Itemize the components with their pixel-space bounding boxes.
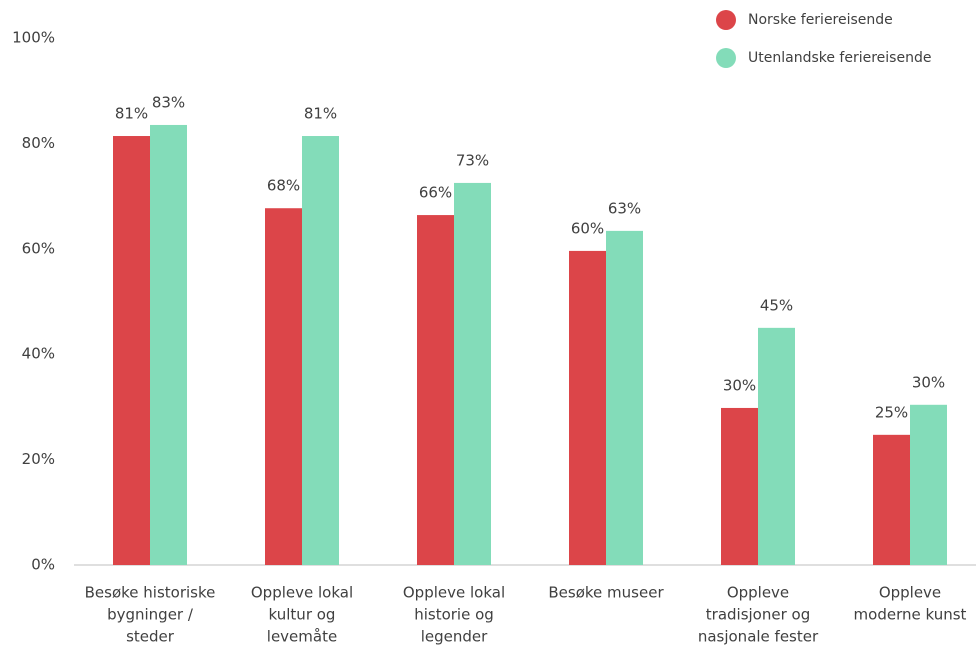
data-label: 81% [115,105,148,123]
legend-label: Utenlandske feriereisende [748,50,931,66]
y-tick-label: 60% [22,239,55,257]
bar [721,407,758,565]
data-label: 66% [419,184,452,202]
bar [910,404,947,565]
x-tick-label: tradisjoner og [706,606,810,624]
y-tick-label: 0% [31,556,55,574]
x-tick-label: levemåte [267,628,337,646]
x-tick-label: moderne kunst [854,606,967,624]
x-tick-label: historie og [414,606,494,624]
data-label: 25% [875,403,908,421]
x-tick-label: kultur og [269,606,336,624]
x-tick-label: bygninger / [107,606,194,624]
data-label: 68% [267,177,300,195]
data-label: 45% [760,296,793,314]
legend-label: Norske feriereisende [748,12,893,28]
bar [873,434,910,565]
y-tick-label: 80% [22,134,55,152]
bar [606,230,643,565]
y-tick-label: 100% [12,29,55,47]
data-label: 73% [456,151,489,169]
bar [150,124,187,565]
y-tick-label: 40% [22,345,55,363]
bar [113,136,150,565]
y-tick-label: 20% [22,450,55,468]
legend-swatch [716,48,736,68]
bar [454,182,491,566]
data-label: 81% [304,105,337,123]
bar [569,250,606,565]
data-label: 30% [912,373,945,391]
x-tick-label: Oppleve [879,584,941,602]
x-tick-label: Oppleve lokal [251,584,353,602]
data-label: 63% [608,199,641,217]
bar [302,136,339,565]
x-tick-label: nasjonale fester [698,628,819,646]
data-label: 30% [723,376,756,394]
x-tick-label: steder [126,628,175,646]
bar [758,327,795,565]
data-label: 60% [571,219,604,237]
x-tick-label: Oppleve [727,584,789,602]
bar [265,208,302,565]
x-tick-label: legender [421,628,488,646]
bar [417,215,454,565]
x-tick-label: Oppleve lokal [403,584,505,602]
x-tick-label: Besøke historiske [85,584,216,602]
legend-swatch [716,10,736,30]
data-label: 83% [152,93,185,111]
x-tick-label: Besøke museer [548,584,664,602]
